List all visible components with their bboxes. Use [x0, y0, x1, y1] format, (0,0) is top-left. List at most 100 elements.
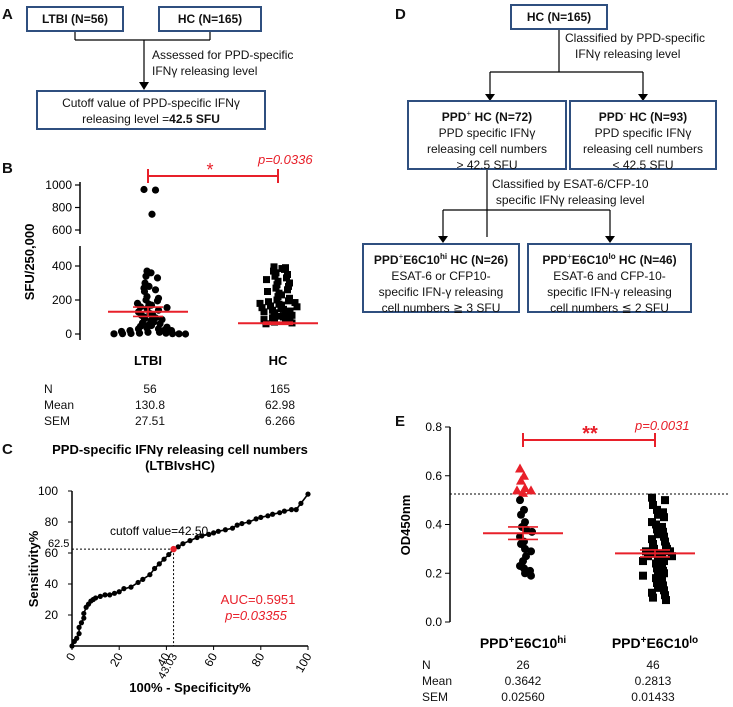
x-tick-label-20: 20 [107, 650, 126, 669]
roc-point [81, 610, 87, 617]
point-ltbi [168, 330, 177, 338]
point-lo [659, 508, 667, 517]
flow-a-connectors [74, 32, 211, 90]
point-hc [280, 305, 287, 313]
panel-label-d: D [395, 6, 406, 23]
point-hc [260, 316, 268, 324]
point-hi-above-threshold [515, 463, 525, 473]
point-hi [527, 547, 535, 556]
point-hc [260, 308, 268, 316]
roc-point [199, 533, 205, 539]
stats-e-lo: 46 0.2813 0.01433 [618, 657, 688, 705]
point-lo [642, 547, 650, 556]
p-label: p=0.03355 [224, 608, 288, 623]
point-lo [666, 547, 674, 556]
roc-point [69, 643, 75, 649]
assessed-line-2: IFNγ releasing level [152, 64, 258, 78]
stats-b-label-sem: SEM [44, 414, 71, 428]
hi-prefix: PPD [373, 253, 399, 267]
significance-stars: * [206, 160, 213, 180]
x-tick-label-100: 100 [292, 650, 314, 675]
hi-e6c10: E6C10 [403, 253, 440, 267]
cutoff-line-2: releasing level = [82, 112, 170, 126]
roc-point [76, 624, 82, 630]
y-tick-label-0.2: 0.2 [425, 566, 442, 580]
roc-point [211, 530, 217, 536]
point-hc [286, 315, 294, 323]
cutoff-value: 42.5 SFU [169, 112, 220, 126]
hi-line-3: cell numbers ≧ 3 SFU [381, 301, 501, 315]
stats-b-label-n: N [44, 382, 53, 396]
chart-c-subtitle: (LTBIvsHC) [145, 458, 215, 473]
point-lo [648, 493, 656, 502]
cutoff-point [170, 545, 177, 553]
point-hc [281, 265, 288, 273]
point-lo [660, 532, 668, 541]
point-ltbi [148, 210, 156, 218]
point-lo [658, 522, 666, 531]
point-lo [653, 505, 661, 514]
roc-point [135, 579, 141, 586]
y-tick-label-80: 80 [45, 515, 59, 529]
stats-b-label-mean: Mean [44, 398, 75, 412]
point-ltbi [175, 330, 183, 338]
classified-2-note: Classified by ESAT-6/CFP-10 specific IFN… [492, 176, 649, 208]
roc-point [277, 510, 283, 516]
y-axis-label: OD450nm [398, 495, 413, 556]
point-lo [660, 557, 668, 566]
hi-plus: + [398, 252, 404, 261]
point-ltbi [151, 286, 160, 294]
point-hc [267, 302, 274, 310]
classified-1-note: Classified by PPD-specific IFNγ releasin… [565, 30, 705, 62]
roc-point [81, 615, 87, 621]
ltbi-box: LTBI (N=56) [26, 6, 124, 32]
y-tick-label-0.4: 0.4 [425, 518, 442, 532]
hc-box-label: HC (N=165) [177, 12, 243, 26]
chart-c: PPD-specific IFNγ releasing cell numbers… [26, 442, 315, 695]
point-lo [653, 564, 661, 573]
roc-point [175, 544, 181, 550]
roc-point [76, 631, 82, 637]
point-lo [652, 520, 660, 529]
stats-e-hi: 26 0.3642 0.02560 [488, 657, 558, 705]
stats-e-labels: N Mean SEM [422, 657, 452, 705]
hi-box: PPD+E6C10hi HC (N=26) ESAT-6 or CFP10- s… [362, 243, 520, 315]
stats-b-hc-mean: 62.98 [264, 398, 296, 412]
point-lo [660, 569, 668, 578]
point-ltbi [155, 328, 164, 336]
roc-point [229, 525, 236, 531]
point-hi [517, 510, 525, 519]
ppd-neg-title: HC (N=93) [629, 110, 688, 124]
y-tick-label-1000: 1000 [45, 178, 72, 192]
lo-sup: lo [608, 252, 616, 261]
stats-e-label-mean: Mean [422, 674, 453, 688]
ppd-neg-line-1: PPD specific IFNγ [594, 126, 692, 140]
stats-b-hc-n: 165 [269, 382, 291, 396]
stats-e-lo-n: 46 [646, 658, 660, 672]
point-lo [648, 535, 656, 544]
point-lo [649, 593, 657, 602]
point-lo [650, 544, 658, 553]
stats-e-hi-mean: 0.3642 [504, 674, 542, 688]
point-hc [282, 317, 289, 325]
roc-point [107, 592, 113, 598]
point-ltbi [127, 329, 135, 338]
roc-point [111, 590, 118, 596]
stats-b-ltbi-n: 56 [143, 382, 157, 396]
point-ltbi [181, 330, 190, 338]
point-ltbi [162, 329, 170, 337]
panel-label-b: B [2, 160, 13, 177]
roc-point [281, 508, 287, 514]
point-lo [653, 525, 661, 534]
point-lo [649, 540, 657, 548]
y-tick-label-40: 40 [45, 577, 59, 591]
point-hi [521, 569, 529, 578]
lo-line-3: cell numbers ≦ 2 SFU [550, 301, 669, 315]
classified-2-line-2: specific IFNγ releasing level [495, 193, 645, 207]
point-hc [285, 297, 292, 305]
x-category-ltbi: LTBI [134, 353, 162, 368]
roc-point [194, 534, 200, 541]
y-tick-label-20: 20 [45, 608, 59, 622]
roc-point [293, 507, 299, 513]
chart-c-title: PPD-specific IFNγ releasing cell numbers [52, 442, 308, 457]
